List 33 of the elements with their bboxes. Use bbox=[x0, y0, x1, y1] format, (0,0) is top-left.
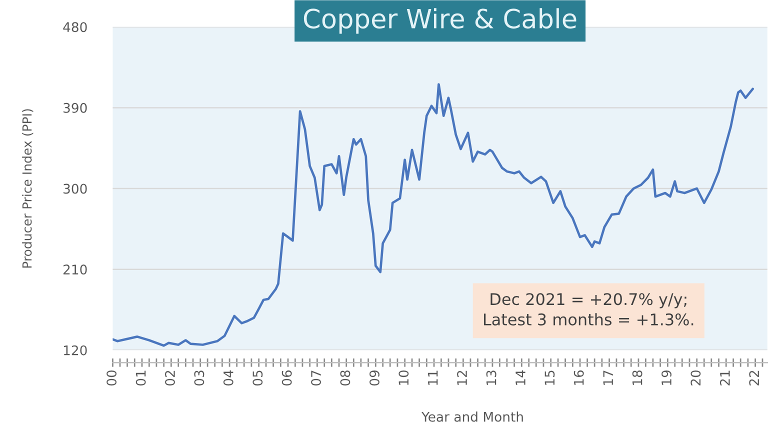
x-tick-label: 19 bbox=[662, 370, 672, 385]
y-tick-label: 390 bbox=[64, 102, 87, 113]
y-tick-label: 300 bbox=[64, 184, 87, 194]
x-tick-label: 05 bbox=[252, 370, 263, 386]
y-tick-label: 120 bbox=[64, 345, 87, 356]
chart-title: Copper Wire & Cable bbox=[304, 8, 576, 34]
x-tick-label: 11 bbox=[428, 370, 438, 385]
x-tick-label: 12 bbox=[457, 370, 467, 385]
x-tick-label: 01 bbox=[136, 370, 146, 386]
x-tick-label: 04 bbox=[223, 370, 234, 386]
x-tick-label: 07 bbox=[311, 370, 322, 386]
x-tick-label: 21 bbox=[720, 370, 730, 386]
y-tick-label: 210 bbox=[63, 264, 87, 275]
x-tick-label: 22 bbox=[749, 370, 759, 386]
y-axis-title: Producer Price Index (PPI) bbox=[22, 109, 34, 268]
x-tick-label: 15 bbox=[544, 370, 555, 385]
x-tick-label: 20 bbox=[690, 370, 701, 386]
x-tick-label: 16 bbox=[574, 370, 584, 385]
x-tick-label: 06 bbox=[282, 370, 292, 386]
x-tick-label: 09 bbox=[369, 370, 380, 386]
x-tick-label: 08 bbox=[340, 370, 350, 386]
x-tick-label: 17 bbox=[603, 370, 613, 385]
x-tick-label: 18 bbox=[632, 370, 642, 385]
annotation: Dec 2021 = +20.7% y/y; Latest 3 months = +1.3%. bbox=[484, 293, 694, 326]
line-series bbox=[112, 83, 754, 347]
x-tick-label: 00 bbox=[106, 370, 117, 386]
y-tick-label: 480 bbox=[63, 22, 87, 32]
x-tick-label: 10 bbox=[398, 370, 409, 385]
x-tick-label: 02 bbox=[165, 370, 175, 386]
x-tick-label: 14 bbox=[516, 370, 526, 385]
x-tick-label: 13 bbox=[486, 370, 496, 385]
x-tick-label: 03 bbox=[194, 370, 204, 386]
x-axis-title: Year and Month bbox=[421, 412, 523, 422]
